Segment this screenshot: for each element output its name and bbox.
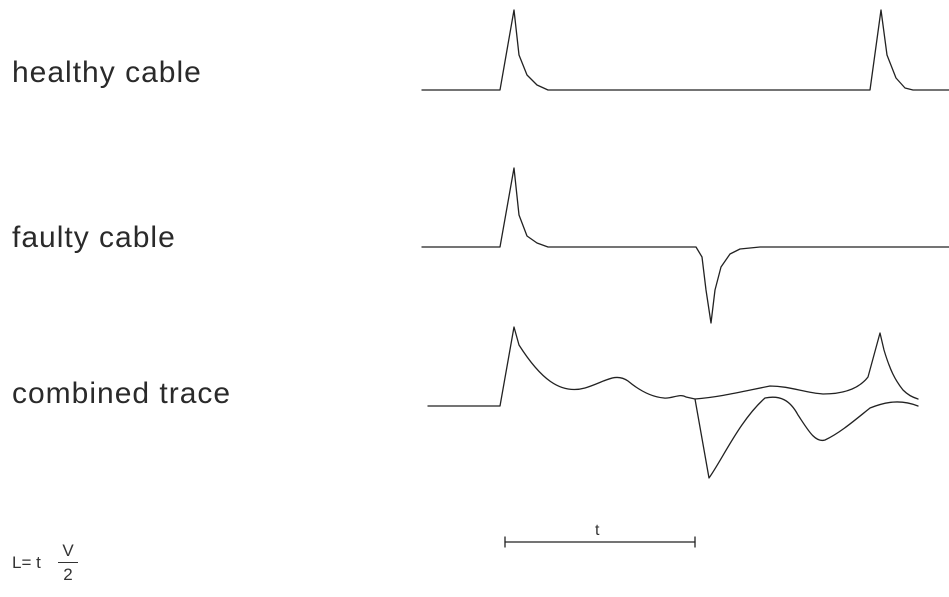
formula-denominator: 2: [63, 565, 73, 584]
fraction-bar: [58, 562, 78, 563]
interval-t-label: t: [595, 522, 600, 539]
faulty-cable-trace: [421, 167, 949, 324]
faulty-cable-label: faulty cable: [12, 221, 176, 254]
healthy-cable-trace: [421, 9, 949, 91]
combined-trace-label: combined trace: [12, 377, 232, 410]
combined-trace-upper: [427, 326, 919, 407]
formula-fraction: V 2: [58, 541, 78, 585]
formula-numerator: V: [62, 541, 74, 560]
formula-lhs: L= t: [12, 553, 41, 572]
healthy-cable-label: healthy cable: [12, 56, 202, 89]
combined-trace-lower: [694, 396, 919, 479]
